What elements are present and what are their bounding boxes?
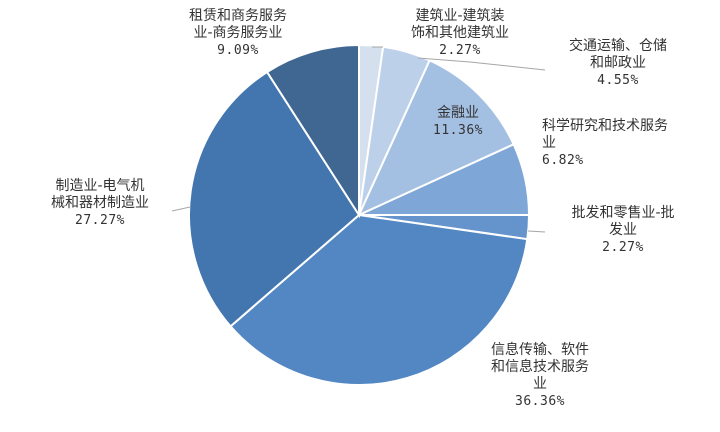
data-label: 4.55%	[597, 73, 639, 88]
data-label: 2.27%	[439, 43, 481, 58]
slice-label-wholesale: 批发和零售业-批 发业 2.27%	[548, 205, 698, 256]
label-line: 业	[533, 376, 547, 392]
data-label: 6.82%	[542, 153, 584, 168]
slice-label-manufacturing: 制造业-电气机 械和器材制造业 27.27%	[30, 178, 170, 229]
label-line: 租赁和商务服务	[189, 8, 287, 24]
pie-slice	[265, 43, 360, 219]
data-label: 27.27%	[75, 213, 125, 228]
label-line: 发业	[609, 222, 637, 238]
label-line: 批发和零售业-批	[571, 205, 675, 221]
label-line: 金融业	[437, 105, 479, 121]
label-line: 交通运输、仓储	[569, 38, 667, 54]
slice-label-construction: 建筑业-建筑装 饰和其他建筑业 2.27%	[385, 8, 535, 59]
label-line: 和信息技术服务	[491, 359, 589, 375]
label-line: 制造业-电气机	[55, 178, 145, 194]
slice-label-it: 信息传输、软件 和信息技术服务 业 36.36%	[465, 342, 615, 410]
label-line: 业-商务服务业	[193, 25, 283, 41]
label-line: 饰和其他建筑业	[411, 25, 509, 41]
leader-lines	[171, 46, 546, 233]
slice-label-transport: 交通运输、仓储 和邮政业 4.55%	[548, 38, 688, 89]
slice-label-leasing: 租赁和商务服务 业-商务服务业 9.09%	[168, 8, 308, 59]
label-line: 信息传输、软件	[491, 342, 589, 358]
pie-slice	[229, 213, 529, 386]
label-line: 械和器材制造业	[51, 195, 149, 211]
label-line: 建筑业-建筑装	[415, 8, 505, 24]
pie-slice	[356, 59, 515, 218]
leader-line	[527, 230, 546, 233]
label-line: 和邮政业	[590, 55, 646, 71]
data-label: 9.09%	[217, 43, 259, 58]
data-label: 2.27%	[602, 240, 644, 255]
slice-label-research: 科学研究和技术服务 业 6.82%	[542, 118, 712, 169]
pie-slice	[188, 70, 361, 328]
leader-line	[171, 206, 191, 212]
slice-label-finance: 金融业 11.36%	[418, 105, 498, 139]
data-label: 11.36%	[433, 123, 483, 138]
label-line: 科学研究和技术服务	[542, 118, 668, 134]
leader-line	[417, 57, 546, 71]
pie-slices	[188, 43, 531, 386]
label-line: 业	[542, 135, 556, 151]
data-label: 36.36%	[515, 394, 565, 409]
